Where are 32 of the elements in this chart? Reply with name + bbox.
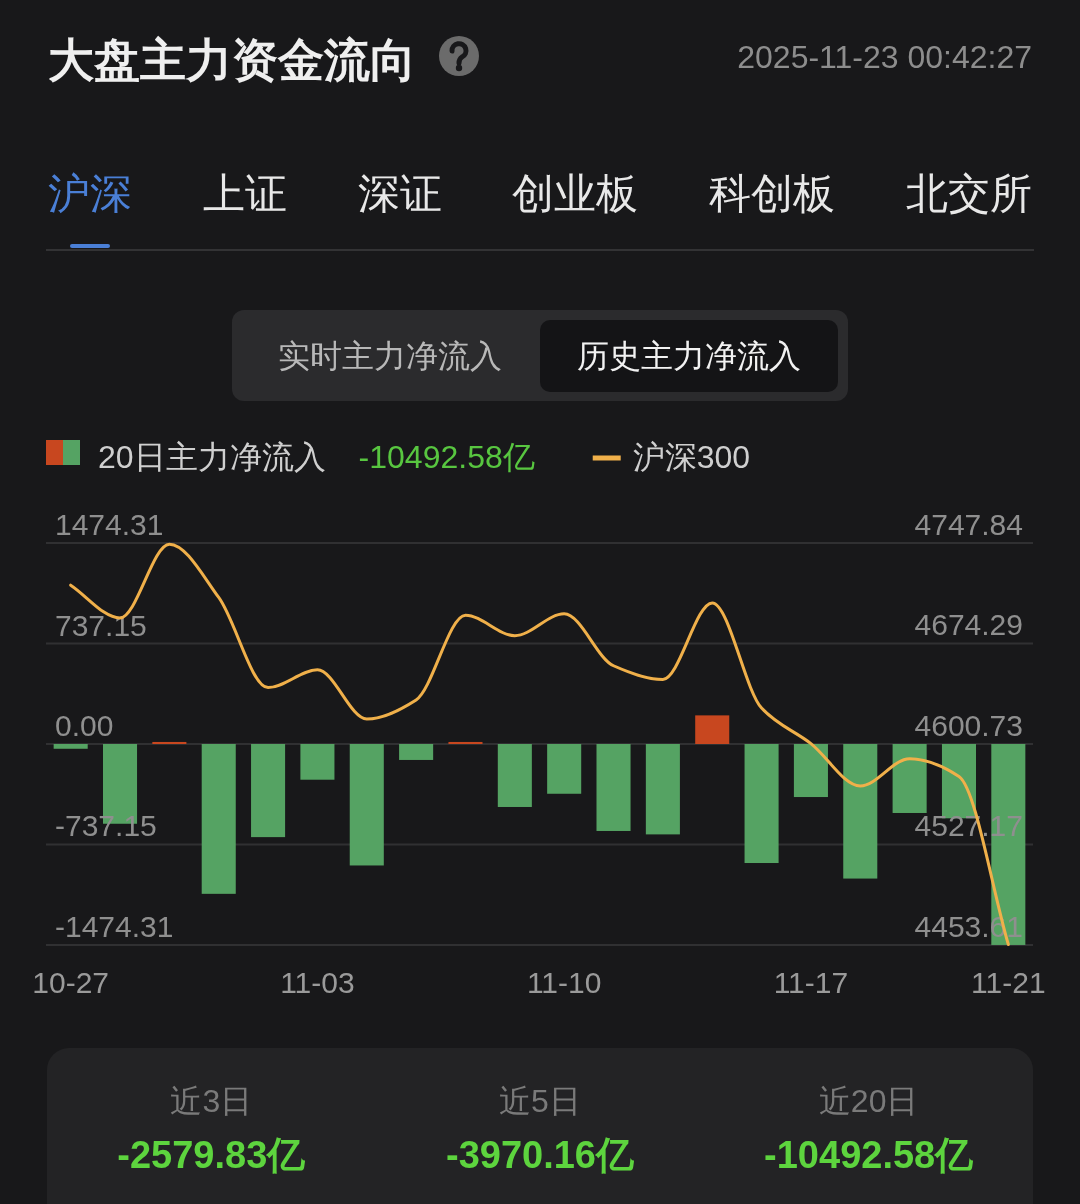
- text: 近20日: [818, 1083, 919, 1119]
- y-tick-label: -1474.31: [55, 910, 174, 943]
- y-tick-label: 1474.31: [55, 508, 164, 541]
- text: 创业板: [512, 170, 639, 217]
- y-tick-label: 737.15: [55, 608, 147, 642]
- chart-subtitle: 2025-11-23 00:42:27: [737, 39, 1032, 75]
- text: 深证: [357, 170, 442, 217]
- text: 上证: [202, 170, 287, 217]
- x-tick-label: 11-03: [280, 966, 355, 999]
- chart-title: 大盘主力资金流向: [48, 34, 416, 86]
- x-tick-label: 11-17: [773, 966, 849, 999]
- text: 近5日: [499, 1083, 581, 1119]
- text: -10492.58亿: [764, 1134, 975, 1176]
- text: -2579.83亿: [117, 1134, 307, 1176]
- legend-label: 沪深300: [632, 439, 751, 475]
- y-tick-label: -737.15: [55, 809, 157, 843]
- text: 沪深: [48, 170, 132, 217]
- text: 实时主力净流入: [278, 338, 502, 374]
- y2-tick-label: 4674.29: [914, 608, 1023, 642]
- text: 近3日: [170, 1083, 253, 1119]
- text: -3970.16亿: [445, 1134, 636, 1176]
- x-tick-label: 11-10: [526, 966, 602, 999]
- text: 北交所: [906, 170, 1032, 217]
- y2-tick-label: 4747.84: [914, 508, 1023, 541]
- y-tick-label: 0.00: [55, 709, 114, 742]
- legend-label: 20日主力净流入: [98, 439, 326, 475]
- x-tick-label: 11-21: [971, 966, 1046, 999]
- text: 科创板: [709, 170, 836, 217]
- x-tick-label: 10-27: [32, 966, 110, 999]
- text: -10492.58亿: [358, 439, 535, 475]
- y2-tick-label: 4600.73: [914, 708, 1023, 742]
- text: 历史主力净流入: [577, 338, 801, 374]
